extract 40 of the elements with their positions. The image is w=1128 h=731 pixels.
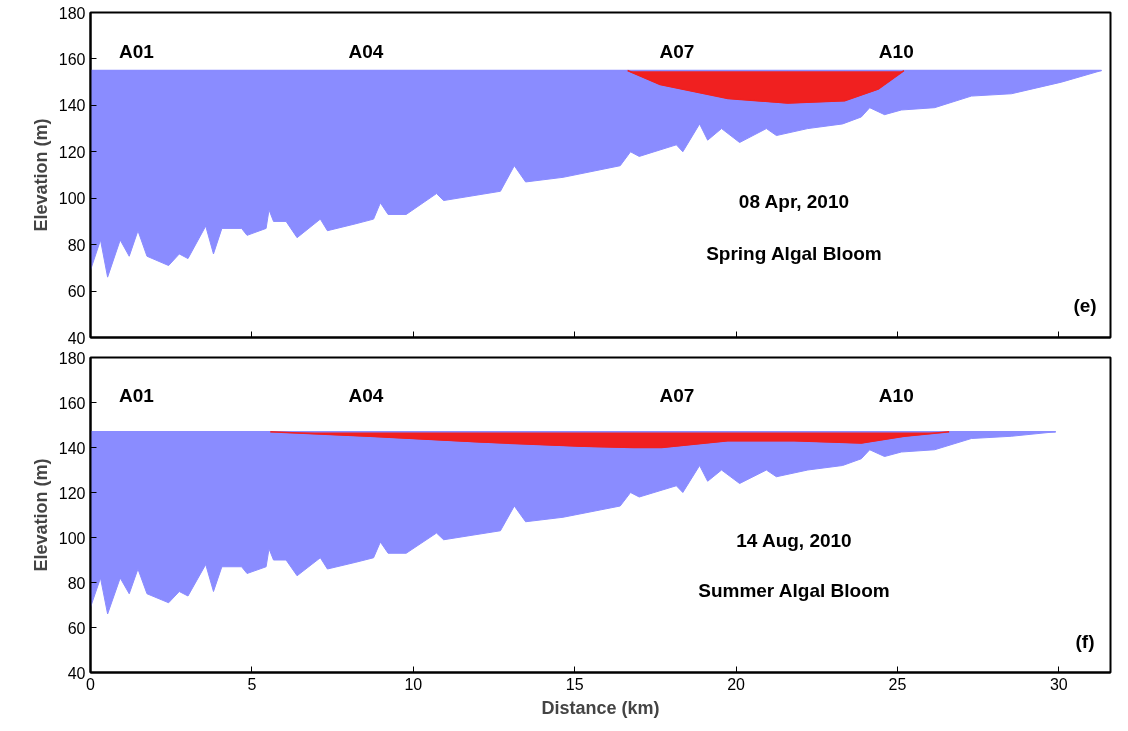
y-tick-label: 80 (67, 236, 86, 254)
y-axis-title: Elevation (m) (30, 458, 51, 572)
y-tick-label: 100 (58, 190, 86, 208)
y-tick-label: 60 (67, 283, 86, 301)
y-tick-label: 60 (67, 619, 86, 637)
x-tick-label: 25 (888, 675, 907, 693)
y-tick-label: 180 (58, 349, 86, 367)
x-tick-label: 10 (404, 675, 423, 693)
y-tick-label: 120 (58, 484, 86, 502)
y-tick-label: 160 (58, 50, 86, 68)
y-tick-label: 120 (58, 143, 86, 161)
x-tick-label: 15 (565, 675, 584, 693)
x-axis-title: Distance (km) (541, 697, 660, 718)
x-tick-label: 5 (247, 675, 257, 693)
annotation: A07 (659, 384, 695, 406)
annotation: (e) (1073, 294, 1097, 316)
annotation: Spring Algal Bloom (706, 242, 882, 264)
y-tick-label: 40 (67, 329, 86, 347)
annotation: 08 Apr, 2010 (738, 190, 850, 212)
y-tick-label: 140 (58, 439, 86, 457)
y-tick-label: 100 (58, 529, 86, 547)
y-tick-label: 160 (58, 394, 86, 412)
x-tick-label: 30 (1049, 675, 1068, 693)
y-tick-label: 140 (58, 97, 86, 115)
annotation: A01 (118, 384, 155, 406)
annotation: Summer Algal Bloom (698, 580, 890, 602)
y-axis-title: Elevation (m) (30, 118, 51, 232)
x-tick-label: 20 (727, 675, 746, 693)
y-tick-label: 180 (58, 4, 86, 22)
x-tick-label: 0 (86, 675, 96, 693)
y-tick-label: 80 (67, 574, 86, 592)
annotation: A04 (348, 384, 384, 406)
annotation: 14 Aug, 2010 (736, 529, 852, 551)
annotation: A04 (348, 41, 384, 62)
annotation: (f) (1075, 630, 1095, 652)
annotation: A10 (878, 41, 914, 62)
annotation: A07 (659, 41, 695, 62)
annotation: A01 (118, 41, 155, 62)
annotation: A10 (878, 384, 914, 406)
y-tick-label: 40 (67, 664, 86, 682)
